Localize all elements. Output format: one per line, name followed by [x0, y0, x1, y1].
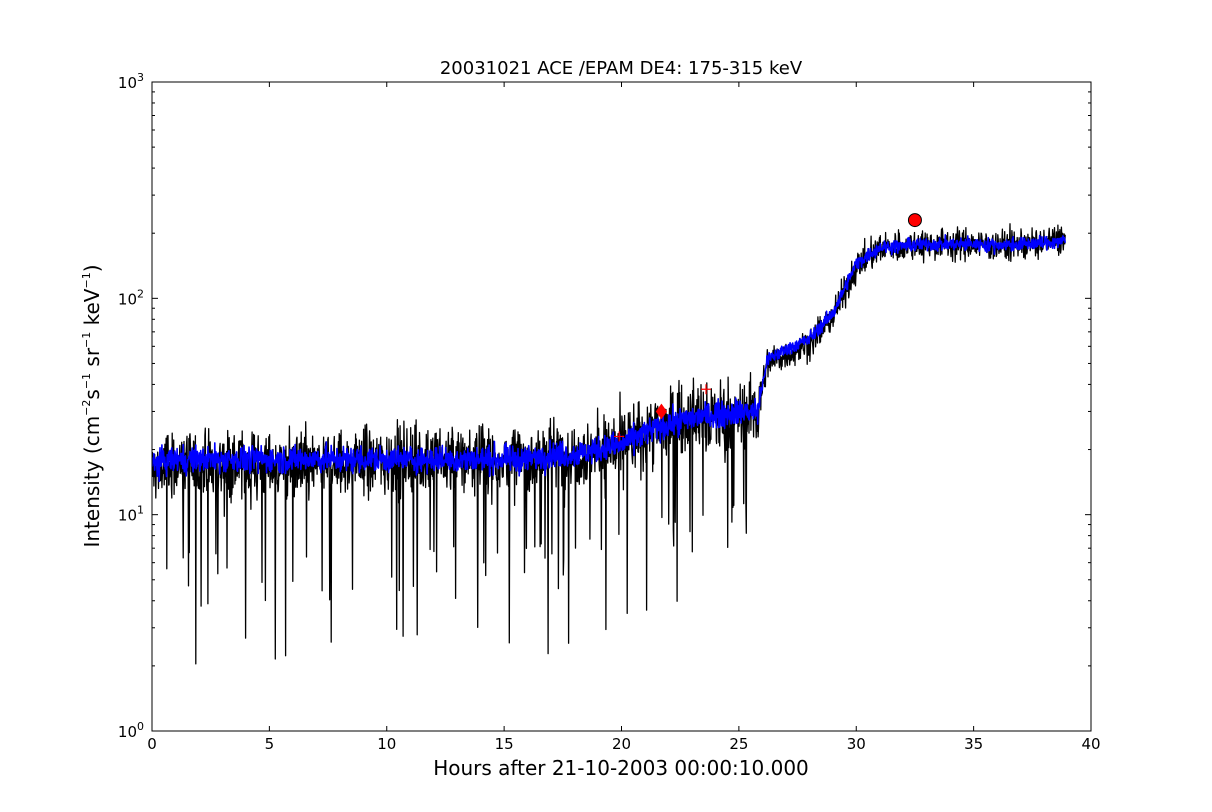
- y-axis: 100 101 102 103: [118, 71, 1091, 741]
- x-tick-label: 10: [377, 735, 396, 753]
- y-tick-label: 100: [118, 720, 144, 741]
- y-tick-label: 103: [118, 71, 144, 92]
- x-tick-label: 0: [147, 735, 157, 753]
- x-tick-label: 30: [847, 735, 866, 753]
- y-label-exp1: −2: [80, 400, 93, 416]
- chart-title: 20031021 ACE /EPAM DE4: 175-315 keV: [440, 58, 803, 79]
- y-label-mid3: keV: [80, 288, 104, 332]
- y-axis-label: Intensity (cm−2s−1 sr−1 keV−1): [80, 264, 104, 547]
- y-tick-label: 101: [118, 504, 144, 525]
- peak-marker: [907, 213, 922, 228]
- x-axis: 0 5 10 15 20 25 30 35 40: [147, 82, 1101, 753]
- x-tick-label: 5: [265, 735, 275, 753]
- y-label-mid1: s: [80, 389, 104, 399]
- y-tick-label: 102: [118, 287, 144, 308]
- y-label-suffix: ): [80, 264, 104, 272]
- x-tick-label: 40: [1081, 735, 1100, 753]
- x-tick-label: 25: [729, 735, 748, 753]
- x-tick-label: 15: [495, 735, 514, 753]
- plus-marker: [701, 384, 712, 395]
- plus-marker: [614, 431, 625, 442]
- y-label-prefix: Intensity (cm: [80, 416, 104, 548]
- x-tick-label: 35: [964, 735, 983, 753]
- y-label-exp2: −1: [80, 373, 93, 389]
- series-smoothed-line: [152, 234, 1066, 483]
- y-label-exp4: −1: [80, 272, 93, 288]
- diamond-marker: [655, 403, 668, 420]
- x-tick-label: 20: [612, 735, 631, 753]
- plot-frame: [151, 81, 1092, 732]
- plot-area: [151, 81, 1092, 732]
- x-axis-label: Hours after 21-10-2003 00:00:10.000: [433, 756, 809, 780]
- y-label-exp3: −1: [80, 332, 93, 348]
- y-label-mid2: sr: [80, 347, 104, 373]
